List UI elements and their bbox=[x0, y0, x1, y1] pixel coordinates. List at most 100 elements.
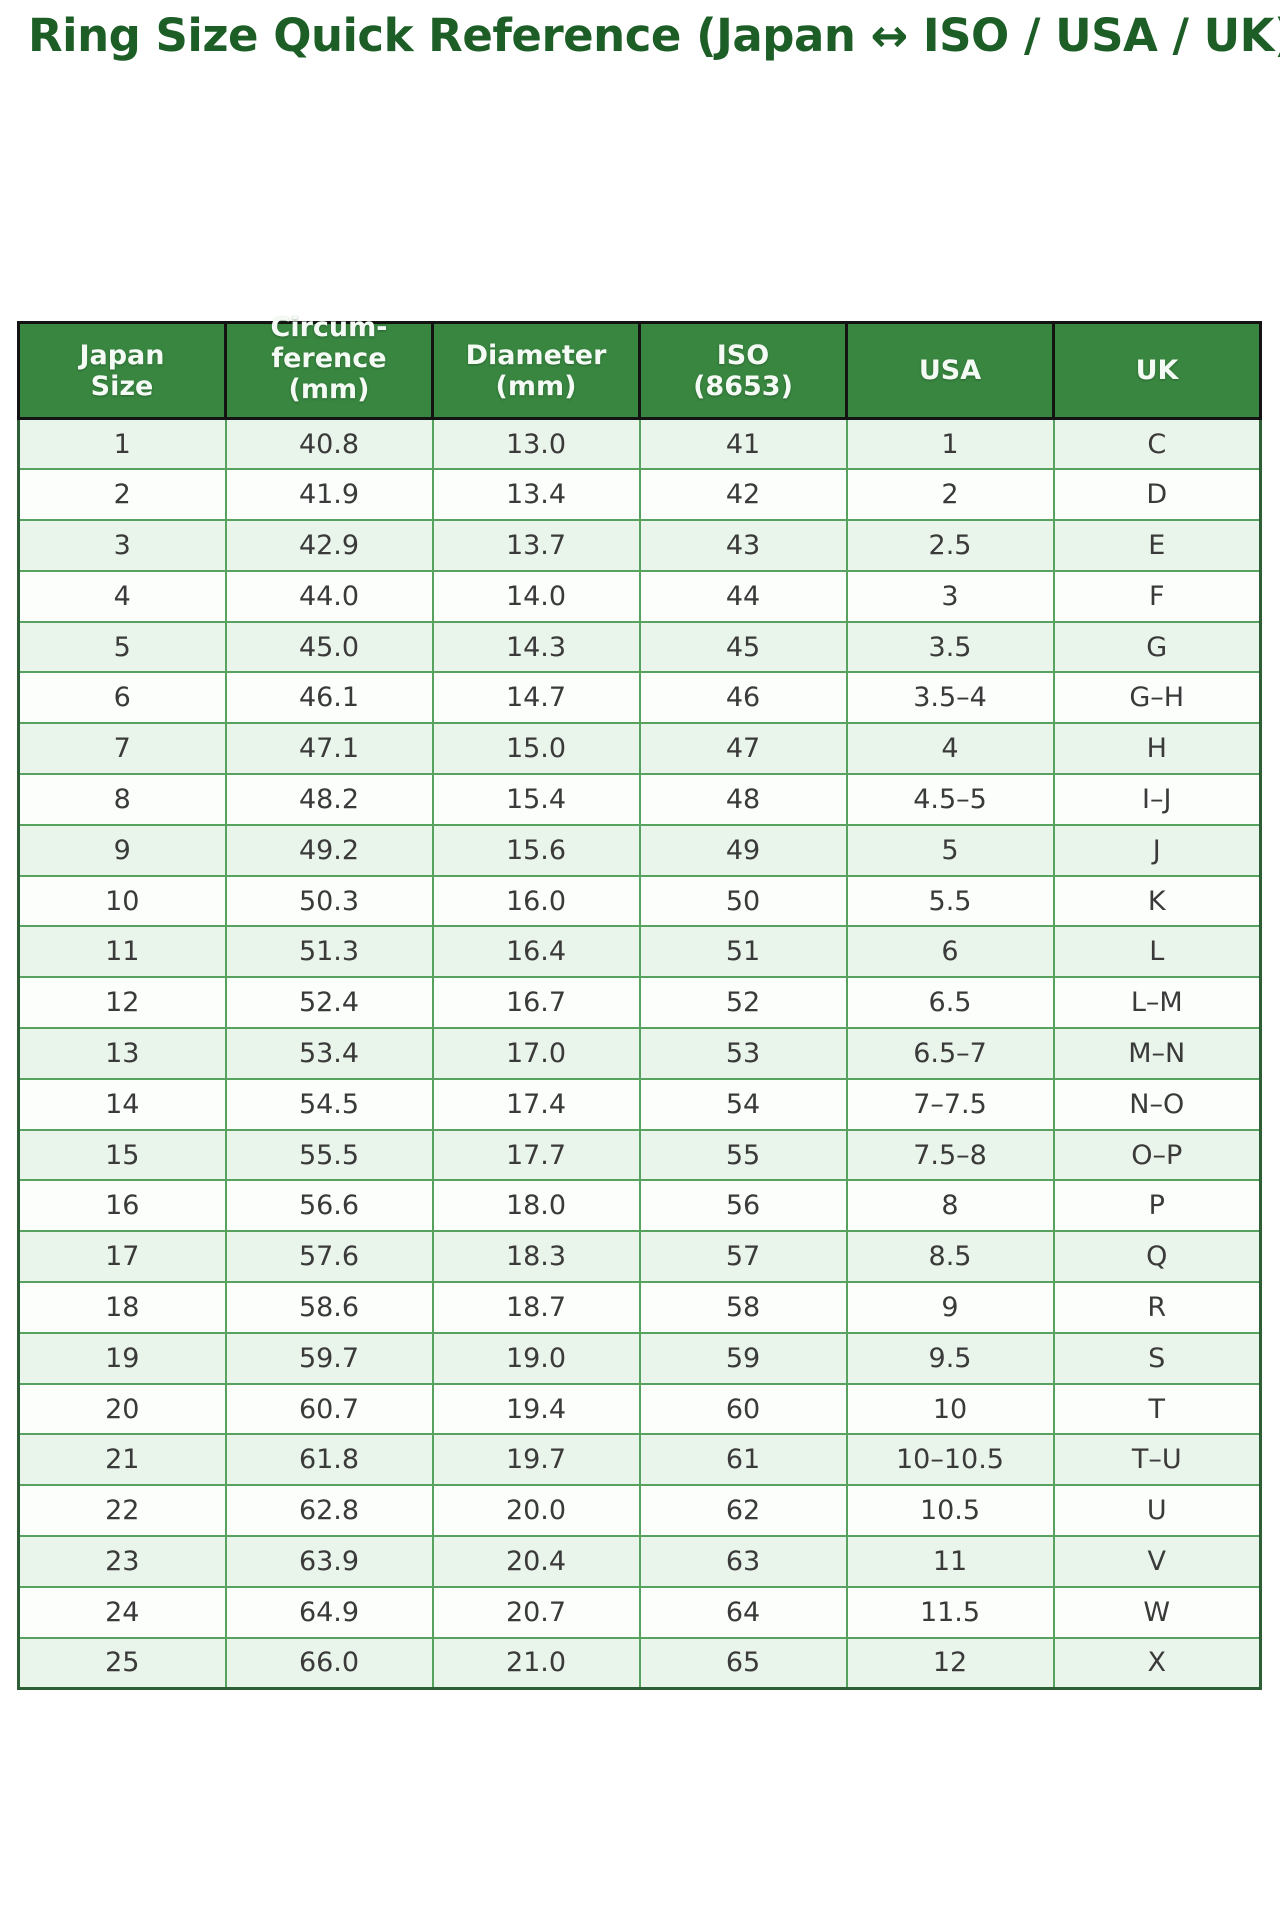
table-cell: 24 bbox=[17, 1585, 227, 1639]
table-cell: 19 bbox=[17, 1331, 227, 1385]
table-cell: 3.5 bbox=[845, 620, 1055, 674]
table-cell: 59 bbox=[638, 1331, 848, 1385]
table-cell: 58 bbox=[638, 1281, 848, 1334]
table-cell: 55.5 bbox=[224, 1128, 434, 1182]
table-cell: 16.0 bbox=[431, 874, 641, 928]
table-cell: O–P bbox=[1052, 1128, 1262, 1182]
table-cell: 46.1 bbox=[224, 671, 434, 725]
table-cell: 21.0 bbox=[431, 1636, 641, 1690]
table-cell: 46 bbox=[638, 671, 848, 725]
table-cell: 64 bbox=[638, 1585, 848, 1639]
table-row: 25 66.0 21.0 65 12 X bbox=[17, 1636, 1262, 1690]
table-row: 22 62.8 20.0 62 10.5 U bbox=[17, 1484, 1262, 1538]
table-cell: 14.7 bbox=[431, 671, 641, 725]
table-cell: C bbox=[1052, 417, 1262, 471]
table-cell: S bbox=[1052, 1331, 1262, 1385]
table-cell: 10 bbox=[17, 874, 227, 928]
header-label-line: (8653) bbox=[693, 370, 793, 402]
table-row: 9 49.2 15.6 49 5 J bbox=[17, 823, 1262, 877]
table-cell: 51.3 bbox=[224, 925, 434, 979]
table-cell: 40.8 bbox=[224, 417, 434, 471]
table-cell: U bbox=[1052, 1484, 1262, 1538]
table-cell: 18.3 bbox=[431, 1230, 641, 1284]
table-row: 21 61.8 19.7 61 10–10.5 T–U bbox=[17, 1433, 1262, 1487]
table-row: 12 52.4 16.7 52 6.5 L–M bbox=[17, 976, 1262, 1030]
table-cell: 8 bbox=[17, 773, 227, 826]
table-cell: 65 bbox=[638, 1636, 848, 1690]
table-cell: 13.0 bbox=[431, 417, 641, 471]
header-label-line: Japan bbox=[79, 339, 165, 371]
column-header-iso: ISO (8653) bbox=[638, 321, 848, 420]
table-cell: 12 bbox=[17, 976, 227, 1030]
table-cell: 54.5 bbox=[224, 1077, 434, 1131]
table-cell: 25 bbox=[17, 1636, 227, 1690]
table-cell: 7 bbox=[17, 722, 227, 776]
header-label-line: ference bbox=[271, 343, 387, 374]
header-label: Japan Size bbox=[20, 340, 224, 402]
table-cell: 13.4 bbox=[431, 468, 641, 522]
table-cell: 57 bbox=[638, 1230, 848, 1284]
table-cell: 2 bbox=[17, 468, 227, 522]
table-cell: 4.5–5 bbox=[845, 773, 1055, 826]
table-cell: 3 bbox=[845, 569, 1055, 623]
table-cell: V bbox=[1052, 1535, 1262, 1588]
table-cell: D bbox=[1052, 468, 1262, 522]
table-cell: 57.6 bbox=[224, 1230, 434, 1284]
table-cell: 10.5 bbox=[845, 1484, 1055, 1538]
table-cell: 8.5 bbox=[845, 1230, 1055, 1284]
table-cell: 22 bbox=[17, 1484, 227, 1538]
table-cell: 43 bbox=[638, 519, 848, 572]
table-cell: 56.6 bbox=[224, 1179, 434, 1233]
table-cell: 66.0 bbox=[224, 1636, 434, 1690]
table-cell: T bbox=[1052, 1382, 1262, 1436]
column-header-circumference: Circum- ference (mm) bbox=[224, 312, 434, 420]
table-cell: 62 bbox=[638, 1484, 848, 1538]
table-cell: T–U bbox=[1052, 1433, 1262, 1487]
table-cell: 19.4 bbox=[431, 1382, 641, 1436]
column-header-japan-size: Japan Size bbox=[17, 321, 227, 420]
table-row: 4 44.0 14.0 44 3 F bbox=[17, 569, 1262, 623]
header-label: UK bbox=[1055, 355, 1259, 386]
header-label-line: Size bbox=[90, 370, 154, 402]
table-cell: 49.2 bbox=[224, 823, 434, 877]
table-cell: 48 bbox=[638, 773, 848, 826]
table-cell: 20 bbox=[17, 1382, 227, 1436]
table-cell: 41.9 bbox=[224, 468, 434, 522]
table-cell: 49 bbox=[638, 823, 848, 877]
table-cell: 8 bbox=[845, 1179, 1055, 1233]
table-cell: 2 bbox=[845, 468, 1055, 522]
header-label: USA bbox=[848, 355, 1052, 386]
table-cell: 10–10.5 bbox=[845, 1433, 1055, 1487]
header-label: ISO (8653) bbox=[641, 340, 845, 402]
page: Ring Size Quick Reference (Japan ↔ ISO /… bbox=[0, 0, 1280, 1690]
table-cell: W bbox=[1052, 1585, 1262, 1639]
table-cell: 5 bbox=[845, 823, 1055, 877]
table-cell: 6.5 bbox=[845, 976, 1055, 1030]
table-cell: 56 bbox=[638, 1179, 848, 1233]
table-cell: 6 bbox=[17, 671, 227, 725]
table-cell: 20.4 bbox=[431, 1535, 641, 1588]
table-cell: 44 bbox=[638, 569, 848, 623]
table-cell: 58.6 bbox=[224, 1281, 434, 1334]
table-cell: 17.0 bbox=[431, 1027, 641, 1080]
table-cell: 42.9 bbox=[224, 519, 434, 572]
table-row: 19 59.7 19.0 59 9.5 S bbox=[17, 1331, 1262, 1385]
table-cell: 3.5–4 bbox=[845, 671, 1055, 725]
table-cell: E bbox=[1052, 519, 1262, 572]
table-cell: 50 bbox=[638, 874, 848, 928]
table-cell: 18.0 bbox=[431, 1179, 641, 1233]
table-cell: Q bbox=[1052, 1230, 1262, 1284]
table-cell: 15.6 bbox=[431, 823, 641, 877]
table-header: Japan Size Circum- ference (mm) Diameter… bbox=[17, 312, 1262, 420]
table-cell: 15 bbox=[17, 1128, 227, 1182]
table-cell: 61.8 bbox=[224, 1433, 434, 1487]
table-cell: 16 bbox=[17, 1179, 227, 1233]
header-label-line: Circum- bbox=[270, 312, 388, 343]
header-label: Diameter (mm) bbox=[434, 340, 638, 402]
table-cell: 9 bbox=[845, 1281, 1055, 1334]
table-cell: 11 bbox=[17, 925, 227, 979]
table-cell: 10 bbox=[845, 1382, 1055, 1436]
table-cell: 60 bbox=[638, 1382, 848, 1436]
table-cell: 2.5 bbox=[845, 519, 1055, 572]
table-cell: 15.4 bbox=[431, 773, 641, 826]
